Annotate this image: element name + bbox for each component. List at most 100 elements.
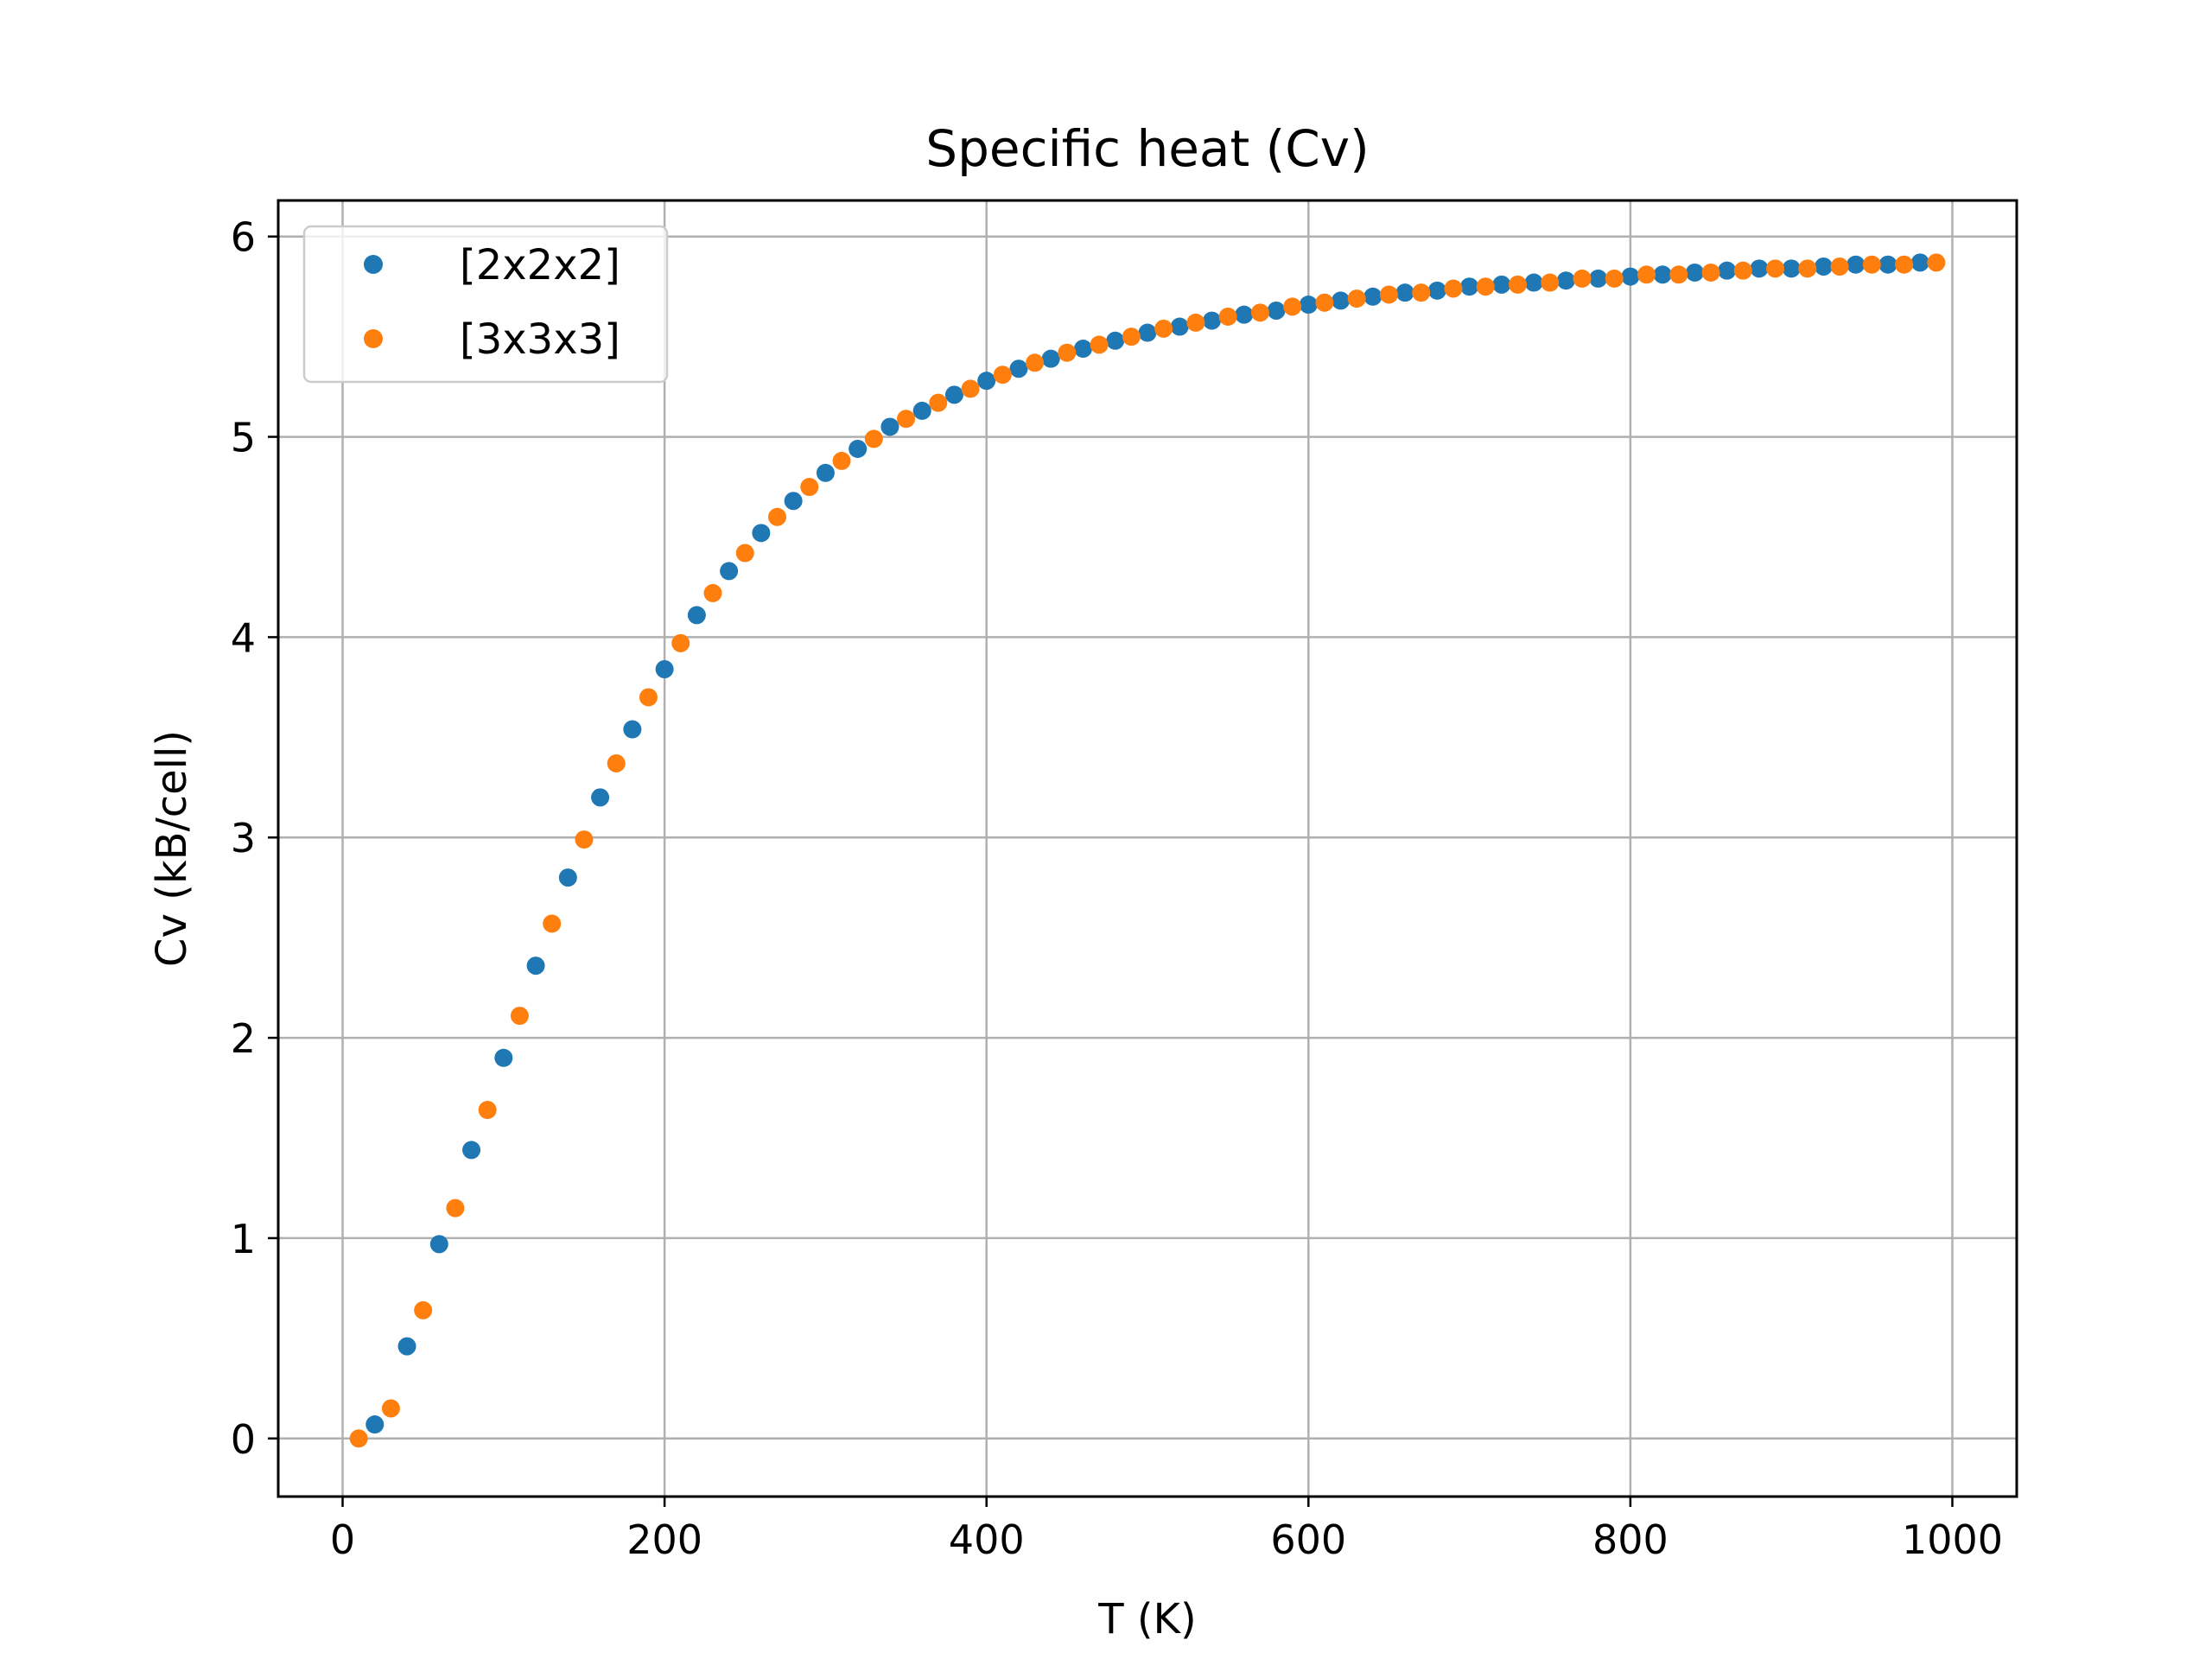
x-tick-label: 0 xyxy=(330,1516,355,1563)
x-tick-label: 1000 xyxy=(1902,1516,2003,1563)
data-point-2x2x2 xyxy=(1267,302,1286,321)
data-point-3x3x3 xyxy=(768,507,787,526)
data-point-2x2x2 xyxy=(1718,261,1737,280)
data-point-3x3x3 xyxy=(735,543,754,563)
data-point-2x2x2 xyxy=(720,562,739,581)
data-point-3x3x3 xyxy=(1895,255,1914,274)
data-point-3x3x3 xyxy=(671,633,690,652)
data-point-2x2x2 xyxy=(1460,277,1479,296)
data-point-2x2x2 xyxy=(944,385,963,404)
axis-ticks: 0 200 400 600 800 1000 0 1 2 3 4 5 6 xyxy=(231,214,2003,1563)
data-point-3x3x3 xyxy=(1379,285,1398,304)
x-axis-label: T (K) xyxy=(1097,1595,1197,1643)
data-point-3x3x3 xyxy=(1733,261,1752,280)
data-point-3x3x3 xyxy=(1412,283,1431,302)
data-point-3x3x3 xyxy=(1186,313,1205,332)
data-point-3x3x3 xyxy=(381,1399,400,1418)
data-point-3x3x3 xyxy=(1605,269,1624,288)
y-axis-label: Cv (kB/cell) xyxy=(148,730,196,967)
data-point-3x3x3 xyxy=(1283,297,1302,316)
x-tick-label: 200 xyxy=(626,1516,702,1563)
data-point-2x2x2 xyxy=(1910,253,1929,272)
data-point-3x3x3 xyxy=(1122,327,1141,346)
data-point-2x2x2 xyxy=(1878,255,1897,274)
data-point-3x3x3 xyxy=(832,451,851,470)
data-point-2x2x2 xyxy=(591,788,610,807)
data-point-2x2x2 xyxy=(1203,311,1222,330)
data-point-3x3x3 xyxy=(1476,277,1495,296)
data-point-2x2x2 xyxy=(977,372,996,391)
data-point-3x3x3 xyxy=(446,1198,465,1217)
y-tick-label: 4 xyxy=(231,614,256,661)
data-point-2x2x2 xyxy=(1299,296,1318,315)
data-point-3x3x3 xyxy=(607,753,626,772)
data-point-2x2x2 xyxy=(1621,267,1640,286)
data-point-2x2x2 xyxy=(1395,283,1414,302)
data-point-3x3x3 xyxy=(575,830,594,849)
data-point-3x3x3 xyxy=(864,429,883,448)
data-point-2x2x2 xyxy=(1750,259,1769,278)
data-point-2x2x2 xyxy=(912,401,931,420)
data-point-2x2x2 xyxy=(1041,349,1060,368)
data-point-3x3x3 xyxy=(929,393,948,412)
data-point-3x3x3 xyxy=(1250,303,1269,322)
y-tick-label: 6 xyxy=(231,214,256,261)
data-point-3x3x3 xyxy=(897,410,916,429)
data-point-2x2x2 xyxy=(655,660,674,679)
grid xyxy=(278,200,2017,1497)
data-point-3x3x3 xyxy=(543,914,562,933)
legend-label-2x2x2: [2x2x2] xyxy=(460,241,620,289)
data-point-2x2x2 xyxy=(1814,257,1833,276)
data-point-3x3x3 xyxy=(961,379,980,398)
data-point-2x2x2 xyxy=(1332,291,1351,310)
data-point-2x2x2 xyxy=(1170,317,1189,336)
y-tick-label: 3 xyxy=(231,815,256,861)
data-point-3x3x3 xyxy=(510,1007,529,1026)
data-point-3x3x3 xyxy=(1766,259,1785,278)
data-point-3x3x3 xyxy=(1058,343,1077,362)
data-point-2x2x2 xyxy=(1589,269,1608,288)
legend: [2x2x2] [3x3x3] xyxy=(302,225,669,384)
data-point-3x3x3 xyxy=(1637,265,1656,284)
data-point-2x2x2 xyxy=(429,1235,448,1254)
x-tick-label: 600 xyxy=(1270,1516,1346,1563)
y-tick-label: 5 xyxy=(231,415,256,461)
data-point-2x2x2 xyxy=(1492,275,1511,294)
data-point-2x2x2 xyxy=(816,463,835,482)
chart-title: Specific heat (Cv) xyxy=(925,119,1369,178)
data-point-2x2x2 xyxy=(365,1415,385,1434)
data-points xyxy=(349,253,1946,1448)
data-point-3x3x3 xyxy=(478,1101,497,1120)
x-tick-label: 800 xyxy=(1592,1516,1669,1563)
data-point-2x2x2 xyxy=(1685,263,1704,282)
data-point-2x2x2 xyxy=(1363,287,1382,306)
data-point-3x3x3 xyxy=(414,1300,433,1319)
data-point-2x2x2 xyxy=(1782,259,1801,278)
data-point-3x3x3 xyxy=(639,688,658,707)
data-point-3x3x3 xyxy=(1444,279,1463,298)
data-point-2x2x2 xyxy=(462,1141,481,1160)
data-point-3x3x3 xyxy=(993,365,1012,385)
data-point-3x3x3 xyxy=(1541,273,1560,292)
data-point-3x3x3 xyxy=(1026,353,1045,372)
data-point-3x3x3 xyxy=(1573,269,1592,288)
data-point-2x2x2 xyxy=(526,957,545,976)
y-tick-label: 2 xyxy=(231,1015,256,1062)
data-point-2x2x2 xyxy=(1653,265,1672,284)
data-point-3x3x3 xyxy=(1701,263,1720,282)
data-point-2x2x2 xyxy=(1235,305,1254,324)
data-point-2x2x2 xyxy=(880,417,899,436)
data-point-2x2x2 xyxy=(752,524,771,543)
data-point-2x2x2 xyxy=(849,439,868,458)
y-tick-label: 0 xyxy=(231,1416,256,1463)
data-point-2x2x2 xyxy=(558,868,577,887)
data-point-3x3x3 xyxy=(1090,335,1109,354)
data-point-2x2x2 xyxy=(1073,340,1092,359)
data-point-2x2x2 xyxy=(784,492,803,511)
data-point-2x2x2 xyxy=(1427,281,1446,300)
data-point-3x3x3 xyxy=(1218,307,1237,326)
data-point-3x3x3 xyxy=(1315,293,1334,312)
data-point-3x3x3 xyxy=(1862,255,1881,274)
data-point-2x2x2 xyxy=(1106,331,1125,350)
